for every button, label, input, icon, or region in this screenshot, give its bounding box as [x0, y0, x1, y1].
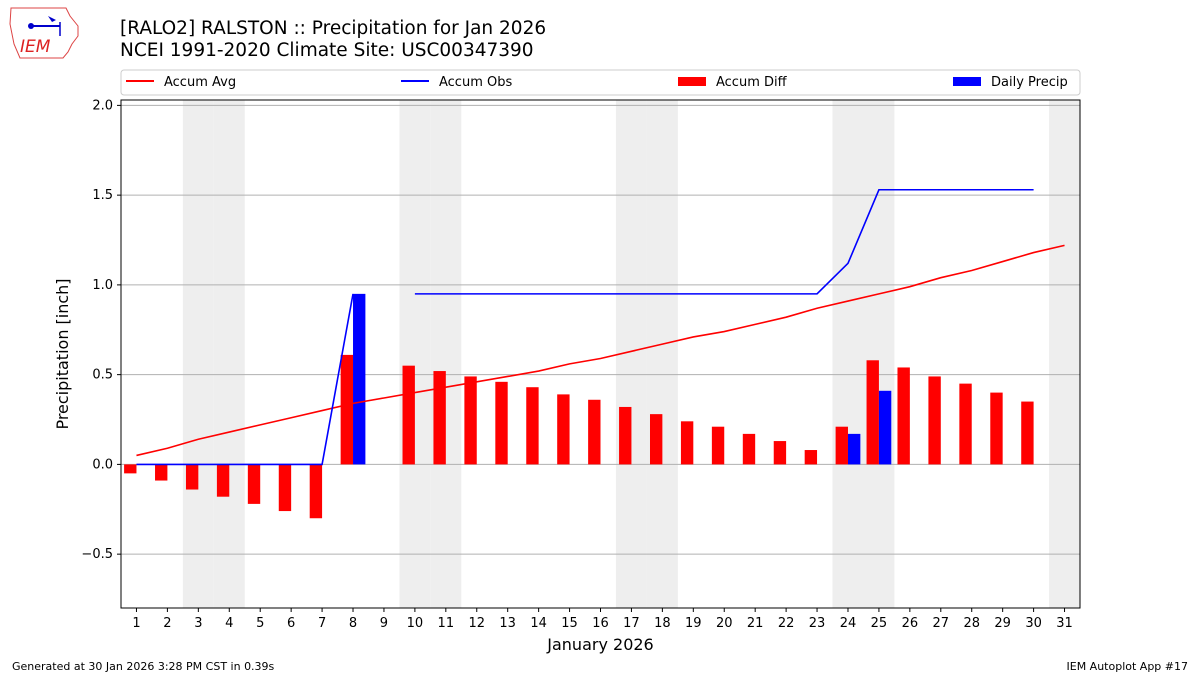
accum-obs-line — [136, 293, 354, 466]
x-tick-label: 4 — [225, 616, 233, 631]
accum-diff-bar — [619, 406, 632, 465]
accum-diff-bar — [588, 399, 601, 465]
x-tick-label: 18 — [654, 616, 671, 631]
x-tick-label: 8 — [349, 616, 357, 631]
x-tick-label: 2 — [163, 616, 171, 631]
x-tick-label: 12 — [468, 616, 485, 631]
x-tick-label: 17 — [623, 616, 640, 631]
x-tick-label: 25 — [871, 616, 888, 631]
accum-diff-bar — [1021, 401, 1034, 465]
x-axis-label: January 2026 — [546, 635, 653, 654]
accum-diff-bar — [340, 354, 354, 465]
accum-diff-bar — [557, 394, 570, 465]
plot-frame — [120, 99, 1081, 609]
daily-precip-bar — [847, 433, 861, 465]
accum-avg-line — [136, 244, 1065, 457]
legend-accum-avg-label: Accum Avg — [164, 75, 236, 90]
accum-diff-bar — [773, 441, 787, 465]
accum-diff-bar — [680, 421, 694, 465]
x-tick-label: 6 — [287, 616, 295, 631]
x-tick-label: 24 — [840, 616, 857, 631]
legend-box — [120, 69, 1081, 96]
x-tick-label: 20 — [716, 616, 733, 631]
x-tick-label: 19 — [685, 616, 702, 631]
accum-diff-bar — [897, 367, 910, 465]
y-tick-label: 1.5 — [92, 188, 113, 203]
accum-diff-bar — [495, 381, 508, 465]
title-line-1: [RALO2] RALSTON :: Precipitation for Jan… — [120, 18, 547, 39]
accum-diff-bar — [866, 360, 879, 465]
y-tick-label: 0.5 — [92, 368, 113, 383]
footer-app: IEM Autoplot App #17 — [1066, 660, 1189, 673]
accum-diff-bar — [309, 464, 323, 519]
accum-diff-bar — [990, 392, 1003, 465]
daily-precip-bar — [353, 293, 366, 465]
y-tick-label: 1.0 — [92, 278, 113, 293]
x-tick-label: 3 — [194, 616, 202, 631]
weekend-shade — [430, 100, 462, 608]
svg-text:IEM: IEM — [20, 37, 51, 57]
footer-generated: Generated at 30 Jan 2026 3:28 PM CST in … — [12, 660, 275, 673]
x-tick-label: 1 — [132, 616, 140, 631]
weekend-shade — [1049, 100, 1080, 608]
legend-daily-precip-swatch — [953, 77, 981, 86]
accum-diff-bar — [711, 426, 725, 465]
weekend-shade — [646, 100, 678, 608]
y-tick-label: 2.0 — [92, 98, 113, 113]
accum-diff-bar — [835, 426, 848, 465]
accum-diff-bar — [278, 464, 292, 512]
legend-accum-obs-label: Accum Obs — [439, 75, 512, 90]
accum-diff-bar — [402, 365, 415, 465]
legend-daily-precip-label: Daily Precip — [991, 75, 1068, 90]
x-tick-label: 13 — [499, 616, 516, 631]
x-tick-label: 15 — [561, 616, 578, 631]
x-tick-label: 29 — [994, 616, 1011, 631]
x-tick-label: 28 — [963, 616, 980, 631]
daily-precip-bar — [878, 390, 892, 465]
accum-diff-bar — [185, 464, 199, 490]
accum-diff-bar — [216, 464, 230, 497]
y-tick-label: −0.5 — [81, 547, 113, 562]
accum-diff-bar — [928, 376, 941, 465]
weekend-shade — [182, 100, 214, 608]
chart-title: [RALO2] RALSTON :: Precipitation for Jan… — [120, 18, 546, 62]
x-tick-label: 16 — [592, 616, 609, 631]
title-line-2: NCEI 1991-2020 Climate Site: USC00347390 — [120, 40, 534, 61]
weekend-shade — [399, 100, 431, 608]
x-tick-label: 22 — [778, 616, 795, 631]
accum-diff-bar — [155, 464, 168, 481]
x-tick-label: 27 — [933, 616, 950, 631]
x-tick-label: 23 — [809, 616, 826, 631]
accum-diff-bar — [124, 464, 137, 474]
x-tick-label: 31 — [1056, 616, 1073, 631]
accum-diff-bar — [464, 376, 477, 465]
x-tick-label: 11 — [438, 616, 455, 631]
accum-diff-bar — [649, 414, 663, 465]
x-tick-label: 7 — [318, 616, 326, 631]
accum-diff-bar — [247, 464, 261, 504]
x-tick-label: 30 — [1025, 616, 1042, 631]
x-tick-label: 5 — [256, 616, 264, 631]
accum-obs-line — [414, 188, 1034, 295]
weekend-shade — [863, 100, 895, 608]
legend-accum-diff-swatch — [678, 77, 706, 86]
x-tick-label: 26 — [902, 616, 919, 631]
weekend-shade — [832, 100, 864, 608]
x-tick-label: 14 — [530, 616, 547, 631]
weekend-shade — [615, 100, 647, 608]
x-tick-label: 10 — [407, 616, 424, 631]
accum-diff-bar — [433, 371, 446, 465]
y-axis-label: Precipitation [inch] — [53, 278, 72, 429]
x-tick-label: 21 — [747, 616, 764, 631]
iem-logo: IEM — [9, 7, 79, 59]
y-tick-label: 0.0 — [92, 457, 113, 472]
weekend-shade — [213, 100, 245, 608]
accum-diff-bar — [804, 450, 818, 465]
accum-diff-bar — [959, 383, 972, 465]
accum-diff-bar — [742, 433, 756, 465]
accum-diff-bar — [526, 387, 539, 465]
x-tick-label: 9 — [380, 616, 388, 631]
legend-accum-diff-label: Accum Diff — [716, 75, 788, 90]
